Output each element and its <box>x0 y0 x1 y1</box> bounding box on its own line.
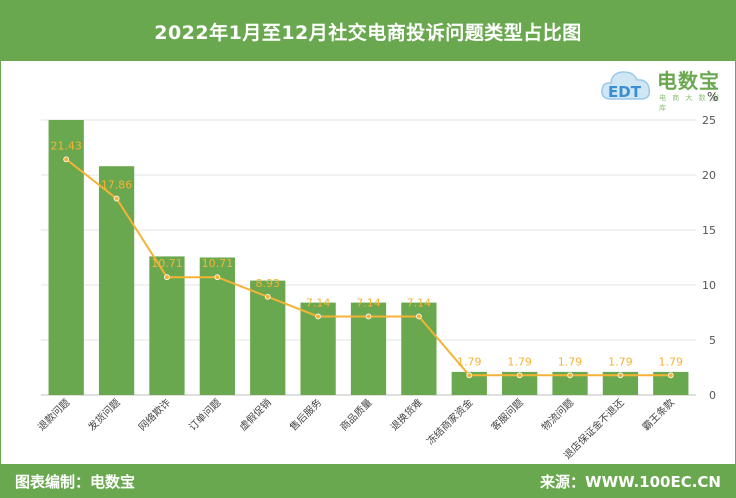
bar <box>98 166 135 395</box>
line-point <box>667 372 674 379</box>
y-tick-label: 5 <box>709 334 716 347</box>
line-point <box>365 313 372 320</box>
x-tick-label: 客服问题 <box>488 396 525 433</box>
footer-credit: 图表编制：电数宝 <box>15 473 136 491</box>
logo-subtext: 电 商 大 数 据 库 <box>659 94 721 112</box>
logo-mark: EDT <box>608 83 642 101</box>
x-axis-ticks: 退款问题 发货问题 网络欺诈 订单问题 虚假促销 售后服务 商品质量 退换货难 冻结商家资金 客服… <box>35 396 677 462</box>
y-unit-label: % <box>707 90 719 104</box>
x-tick-label: 霸王条款 <box>639 396 676 433</box>
x-tick-label: 商品质量 <box>337 396 374 433</box>
x-tick-label: 售后服务 <box>287 396 324 433</box>
data-label: 7.14 <box>407 296 432 309</box>
line-point <box>617 372 624 379</box>
data-label: 10.71 <box>151 257 183 270</box>
chart-plot: 21.43 17.86 10.71 10.71 8.93 7.14 7.14 7.14 1.79… <box>35 114 716 462</box>
bar <box>451 371 487 395</box>
line-point <box>415 313 422 320</box>
x-tick-label: 网络欺诈 <box>136 396 173 433</box>
bar <box>602 371 639 395</box>
line-point <box>315 313 322 320</box>
cloud-logo-icon: EDT <box>601 71 651 101</box>
title-bar: 2022年1月至12月社交电商投诉问题类型占比图 <box>1 1 735 61</box>
line-point <box>264 293 271 300</box>
data-label: 1.79 <box>608 355 633 368</box>
bar <box>502 371 538 395</box>
y-tick-label: 20 <box>702 169 716 182</box>
y-tick-label: 0 <box>709 389 716 402</box>
bar <box>653 371 689 395</box>
line-point <box>63 156 70 163</box>
bar-series <box>48 120 689 395</box>
data-label: 17.86 <box>101 179 133 192</box>
x-tick-label: 退款问题 <box>35 396 72 433</box>
y-tick-label: 15 <box>702 224 716 237</box>
bar <box>552 371 588 395</box>
x-tick-label: 虚假促销 <box>236 396 273 433</box>
line-point <box>214 274 221 281</box>
bar <box>48 120 84 395</box>
data-label: 1.79 <box>558 355 583 368</box>
data-label: 1.79 <box>457 355 482 368</box>
line-point <box>516 372 523 379</box>
line-point <box>164 274 170 281</box>
x-tick-label: 订单问题 <box>186 396 223 433</box>
x-tick-label: 物流问题 <box>539 396 576 433</box>
data-label: 21.43 <box>50 139 82 152</box>
y-tick-label: 25 <box>702 114 716 127</box>
brand-logo: EDT 电数宝 电 商 大 数 据 库 <box>599 63 731 112</box>
footer-bar: 图表编制：电数宝 来源：WWW.100EC.CN <box>1 464 735 497</box>
line-point <box>113 195 120 202</box>
line-point <box>567 372 573 379</box>
x-tick-label: 发货问题 <box>85 396 122 433</box>
bar <box>199 257 235 395</box>
data-label: 10.71 <box>202 257 234 270</box>
logo-text: 电数宝 <box>657 69 720 93</box>
footer-source: 来源：WWW.100EC.CN <box>540 473 721 491</box>
line-series <box>63 156 674 379</box>
data-label: 7.14 <box>306 296 331 309</box>
x-tick-label: 冻结商家资金 <box>424 396 476 448</box>
data-label: 1.79 <box>507 355 532 368</box>
line-point <box>466 372 473 379</box>
chart-title: 2022年1月至12月社交电商投诉问题类型占比图 <box>154 21 582 44</box>
data-label: 8.93 <box>255 277 280 290</box>
data-label: 1.79 <box>659 355 684 368</box>
data-labels: 21.43 17.86 10.71 10.71 8.93 7.14 7.14 7.14 1.79… <box>50 139 683 368</box>
data-label: 7.14 <box>356 296 381 309</box>
y-axis-ticks: 0 5 10 15 20 25 <box>702 114 716 402</box>
y-tick-label: 10 <box>702 279 716 292</box>
x-tick-label: 退换货难 <box>388 396 425 433</box>
